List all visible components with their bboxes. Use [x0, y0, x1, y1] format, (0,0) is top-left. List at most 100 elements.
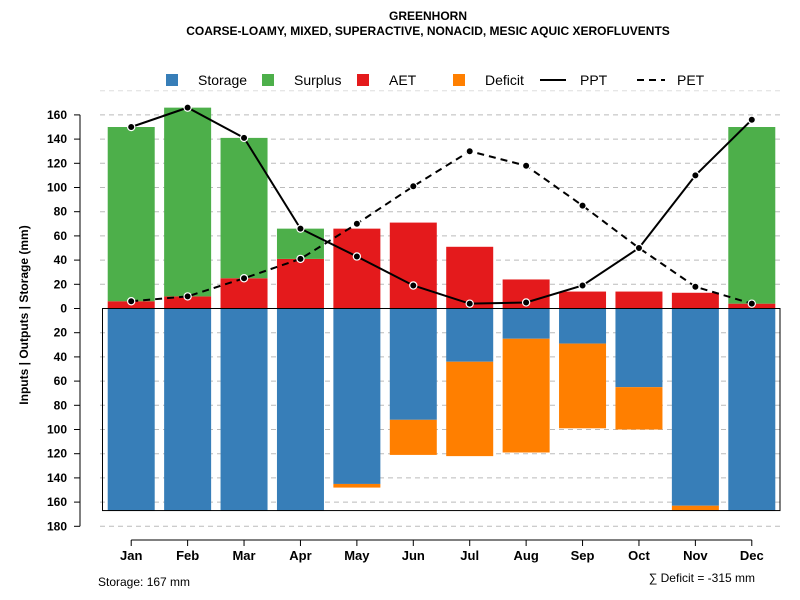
pet-point: [578, 201, 587, 210]
y-tick-label: 140: [47, 132, 67, 146]
y-tick-label: 120: [47, 447, 67, 461]
deficit-sum-footnote: ∑ Deficit = -315 mm: [649, 571, 755, 585]
ppt-line: [130, 106, 753, 305]
x-tick-label: Dec: [740, 548, 764, 563]
storage-bar: [333, 308, 381, 484]
ppt-point: [352, 252, 362, 261]
pet-line: [131, 150, 753, 305]
storage-bar: [502, 308, 550, 339]
y-tick-label: 40: [54, 253, 68, 267]
deficit-bar: [559, 343, 607, 429]
ppt-point: [127, 122, 136, 132]
y-tick-label: 120: [47, 156, 67, 170]
ppt-point: [747, 115, 756, 124]
ppt-point: [239, 133, 249, 143]
x-tick-label: May: [344, 548, 370, 563]
surplus-bar: [728, 127, 776, 304]
axes-group: 160 140 120 100 80 60 40 20 0 20 40 60 80 100 120 140 16…: [47, 108, 781, 563]
deficit-bar: [671, 505, 719, 511]
lines-group: [127, 103, 756, 308]
ppt-point: [634, 243, 644, 253]
ppt-point: [296, 224, 305, 233]
ppt-point: [465, 299, 474, 308]
y-tick-label: 180: [47, 519, 67, 533]
y-tick-label: 100: [47, 423, 67, 437]
storage-footnote: Storage: 167 mm: [98, 575, 190, 589]
deficit-bar: [615, 387, 663, 430]
chart-subtitle: COARSE-LOAMY, MIXED, SUPERACTIVE, NONACI…: [186, 24, 670, 38]
pet-point: [296, 254, 305, 264]
x-tick-label: Jan: [120, 548, 142, 563]
y-tick-label: 0: [60, 302, 67, 316]
y-tick-label: 160: [47, 495, 67, 509]
surplus-bar: [164, 107, 212, 297]
y-tick-label: 100: [47, 181, 67, 195]
surplus-bar: [276, 228, 324, 259]
y-tick-label: 160: [47, 108, 67, 122]
x-tick-label: Apr: [289, 548, 311, 563]
legend-storage-label: Storage: [198, 72, 247, 88]
surplus-bar: [220, 137, 268, 279]
ppt-point: [691, 171, 700, 180]
x-tick-label: Oct: [628, 548, 650, 563]
chart-title: GREENHORN: [389, 9, 467, 23]
ppt-point: [183, 103, 192, 112]
y-tick-label: 60: [54, 229, 68, 243]
aet-bar: [559, 291, 607, 309]
legend-aet-label: AET: [389, 72, 417, 88]
storage-bar: [164, 308, 212, 511]
deficit-bar: [389, 419, 437, 455]
deficit-bar: [333, 483, 381, 488]
legend-deficit-swatch: [453, 74, 465, 86]
ppt-point: [409, 281, 418, 290]
legend-deficit-label: Deficit: [485, 72, 524, 88]
aet-bar: [615, 291, 663, 309]
pet-point: [747, 299, 756, 308]
aet-bar: [276, 258, 324, 309]
storage-bar: [107, 308, 155, 511]
pet-point: [239, 274, 249, 283]
y-tick-label: 20: [54, 277, 68, 291]
y-tick-label: 140: [47, 471, 67, 485]
storage-bar: [389, 308, 437, 420]
legend-ppt-label: PPT: [580, 72, 608, 88]
storage-bar: [559, 308, 607, 344]
pet-point: [183, 292, 192, 301]
x-tick-label: Nov: [683, 548, 708, 563]
y-tick-label: 80: [54, 205, 68, 219]
deficit-bar: [502, 338, 550, 453]
x-tick-label: Aug: [513, 548, 538, 563]
pet-point: [521, 161, 531, 170]
aet-bar: [389, 222, 437, 309]
ppt-point: [578, 281, 587, 290]
legend-surplus-swatch: [262, 74, 274, 86]
x-tick-label: Mar: [232, 548, 255, 563]
y-tick-label: 60: [54, 374, 68, 388]
storage-bar: [728, 308, 776, 511]
storage-bar: [671, 308, 719, 506]
legend-storage-swatch: [166, 74, 178, 86]
legend: Storage Surplus AET Deficit PPT PET: [166, 72, 705, 88]
surplus-bar: [107, 127, 155, 302]
storage-bar: [276, 308, 324, 511]
deficit-bar: [446, 361, 494, 457]
legend-aet-swatch: [357, 74, 369, 86]
legend-pet-label: PET: [677, 72, 705, 88]
storage-bar: [220, 308, 268, 511]
y-tick-label: 40: [54, 350, 68, 364]
pet-point: [127, 297, 136, 306]
pet-point: [465, 146, 474, 156]
aet-bar: [333, 228, 381, 309]
storage-bar: [615, 308, 663, 388]
y-axis-label: Inputs | Outputs | Storage (mm): [17, 225, 31, 404]
x-tick-label: Jun: [402, 548, 425, 563]
bars-group: [107, 107, 776, 511]
aet-bar: [671, 292, 719, 309]
pet-point: [409, 182, 418, 191]
ppt-point: [521, 298, 531, 307]
pet-point: [691, 282, 700, 291]
x-tick-label: Jul: [460, 548, 479, 563]
legend-surplus-label: Surplus: [294, 72, 341, 88]
x-tick-label: Sep: [571, 548, 595, 563]
